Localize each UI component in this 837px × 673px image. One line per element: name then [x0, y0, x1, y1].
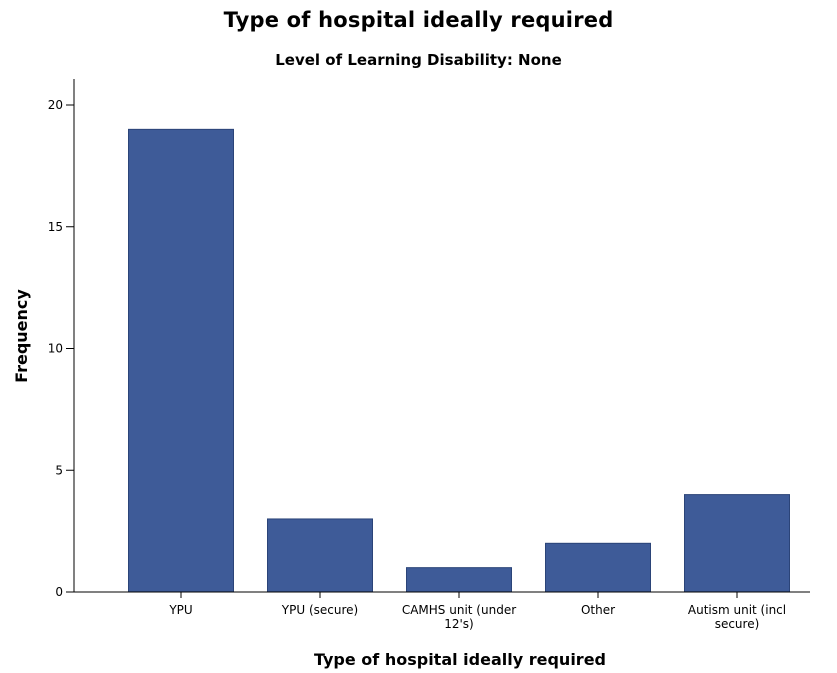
bars-group [128, 128, 790, 593]
y-tick-label-0: 0 [55, 585, 63, 599]
y-axis-title: Frequency [12, 289, 31, 383]
x-tick-label-1: YPU (secure) [281, 603, 358, 617]
bar-1 [267, 518, 373, 593]
x-tick-label-line: YPU (secure) [281, 603, 358, 617]
x-tick-label-2: CAMHS unit (under 12's) [402, 603, 516, 631]
x-tick-label-line: secure) [715, 617, 760, 631]
y-tick-label-15: 15 [48, 220, 63, 234]
axes-group [66, 79, 810, 598]
x-tick-label-4: Autism unit (incl secure) [688, 603, 786, 631]
bar-2 [406, 567, 512, 593]
y-tick-label-20: 20 [48, 98, 63, 112]
x-tick-label-0: YPU [168, 603, 192, 617]
x-tick-label-3: Other [581, 603, 615, 617]
labels-group: 0 5 10 15 20 YPU YPU (secure) CAMHS unit (under… [48, 98, 786, 631]
x-axis-title: Type of hospital ideally required [314, 650, 606, 669]
x-tick-label-line: Autism unit (incl [688, 603, 786, 617]
x-tick-label-line: 12's) [444, 617, 474, 631]
x-tick-label-line: CAMHS unit (under [402, 603, 516, 617]
bar-4 [684, 494, 790, 593]
bar-3 [545, 542, 651, 593]
chart-title: Type of hospital ideally required [223, 8, 614, 32]
y-tick-label-5: 5 [55, 463, 63, 477]
y-tick-label-10: 10 [48, 342, 63, 356]
x-tick-label-line: YPU [168, 603, 192, 617]
chart-subtitle: Level of Learning Disability: None [275, 51, 562, 69]
bar-0 [128, 128, 234, 593]
x-tick-label-line: Other [581, 603, 615, 617]
